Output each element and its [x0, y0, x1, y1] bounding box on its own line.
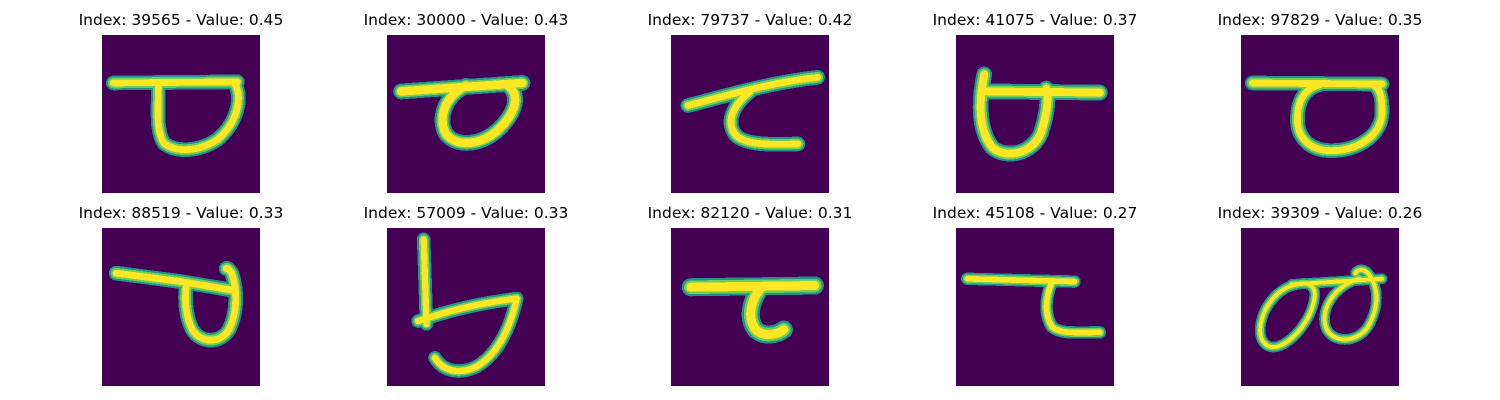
panel: Index: 39565 - Value: 0.45 [79, 11, 292, 201]
panel: Index: 45108 - Value: 0.27 [933, 204, 1146, 394]
digit-image [1241, 35, 1399, 193]
digit-image [956, 35, 1114, 193]
panel: Index: 97829 - Value: 0.35 [1218, 11, 1431, 201]
digit-image [102, 35, 260, 193]
panel: Index: 30000 - Value: 0.43 [364, 11, 577, 201]
panel: Index: 79737 - Value: 0.42 [648, 11, 861, 201]
panel-title: Index: 30000 - Value: 0.43 [363, 11, 569, 29]
digit-image [387, 228, 545, 386]
panel: Index: 82120 - Value: 0.31 [648, 204, 861, 394]
panel: Index: 88519 - Value: 0.33 [79, 204, 292, 394]
panel-title: Index: 41075 - Value: 0.37 [932, 11, 1138, 29]
digit-image [387, 35, 545, 193]
panel: Index: 41075 - Value: 0.37 [933, 11, 1146, 201]
digit-image [956, 228, 1114, 386]
digit-image [671, 228, 829, 386]
digit-image [1241, 228, 1399, 386]
panel-title: Index: 39565 - Value: 0.45 [78, 11, 284, 29]
digit-image [102, 228, 260, 386]
panel-title: Index: 45108 - Value: 0.27 [932, 204, 1138, 222]
panel-title: Index: 97829 - Value: 0.35 [1217, 11, 1423, 29]
panel-title: Index: 57009 - Value: 0.33 [363, 204, 569, 222]
panel-title: Index: 88519 - Value: 0.33 [78, 204, 284, 222]
panel-title: Index: 82120 - Value: 0.31 [647, 204, 853, 222]
panel-title: Index: 79737 - Value: 0.42 [647, 11, 853, 29]
panel-title: Index: 39309 - Value: 0.26 [1217, 204, 1423, 222]
panel: Index: 57009 - Value: 0.33 [364, 204, 577, 394]
panel: Index: 39309 - Value: 0.26 [1218, 204, 1431, 394]
digit-image [671, 35, 829, 193]
